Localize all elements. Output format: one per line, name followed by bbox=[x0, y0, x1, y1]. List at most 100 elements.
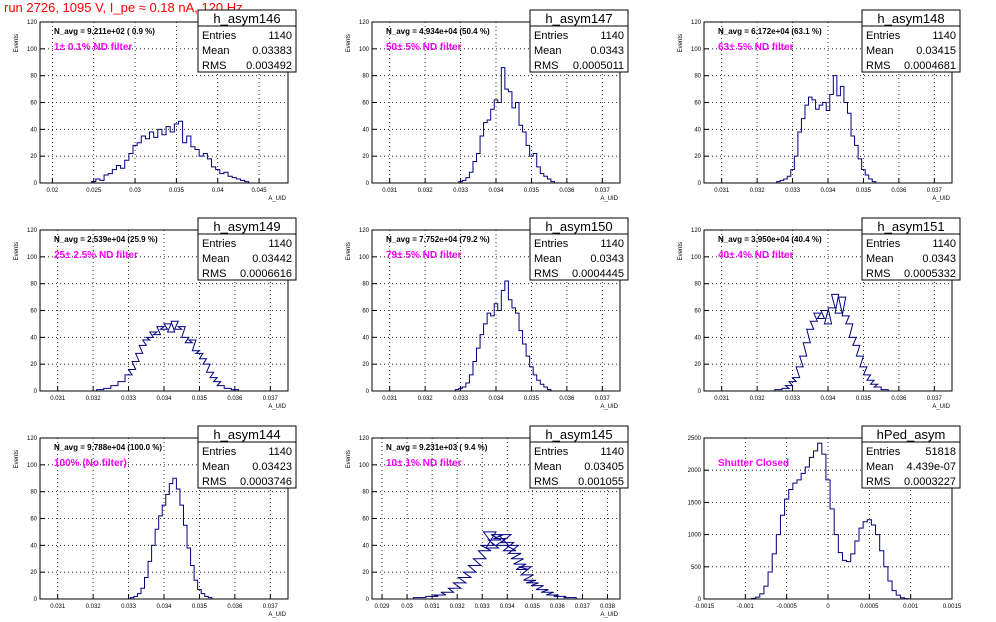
y-tick-label: 100 bbox=[27, 463, 38, 469]
x-tick-label: 0.032 bbox=[86, 396, 102, 402]
x-tick-label: 0.032 bbox=[418, 396, 434, 402]
x-tick-label: 0.035 bbox=[524, 396, 540, 402]
plot-frame bbox=[703, 437, 953, 600]
histogram-series-hPed_asym bbox=[751, 442, 910, 600]
filter-label: Shutter Closed bbox=[718, 458, 789, 469]
x-tick-label: 0.038 bbox=[600, 604, 616, 610]
stat-value: 0.0003227 bbox=[904, 476, 956, 488]
stat-value: 0.03442 bbox=[252, 253, 292, 265]
stat-label: RMS bbox=[866, 476, 890, 488]
histogram-panel-h_asym151: 0.031 0.032 0.033 0.034 0.035 0.036 0.037 0 20 40… bbox=[678, 217, 961, 410]
histogram-name: h_asym144 bbox=[213, 427, 280, 442]
stat-label: RMS bbox=[202, 476, 226, 488]
stat-value: 1140 bbox=[600, 446, 624, 458]
histogram-panel-h_asym147: 0.031 0.032 0.033 0.034 0.035 0.036 0.037 0 20 40… bbox=[346, 9, 629, 202]
filter-label: 79± 5% ND filter bbox=[386, 250, 462, 261]
x-tick-label: 0.031 bbox=[425, 604, 441, 610]
stat-value: 0.03423 bbox=[252, 461, 292, 473]
y-tick-label: 120 bbox=[359, 228, 370, 234]
x-tick-label: 0.035 bbox=[169, 188, 185, 194]
x-tick-label: 0.031 bbox=[382, 188, 398, 194]
y-tick-label: 100 bbox=[691, 47, 702, 53]
histogram-panel-h_asym144: 0.031 0.032 0.033 0.034 0.035 0.036 0.037 0 20 40… bbox=[14, 425, 297, 618]
stat-label: Entries bbox=[202, 30, 237, 42]
histogram-series-h_asym148 bbox=[776, 75, 877, 183]
stat-label: Mean bbox=[534, 253, 562, 265]
x-tick-label: 0.035 bbox=[192, 396, 208, 402]
stat-value: 0.0005332 bbox=[904, 268, 956, 280]
y-tick-label: 40 bbox=[362, 127, 369, 133]
y-tick-label: 40 bbox=[694, 127, 701, 133]
stat-value: 0.0004445 bbox=[572, 268, 624, 280]
y-axis-label: Events bbox=[678, 34, 684, 52]
y-tick-label: 100 bbox=[359, 47, 370, 53]
y-tick-label: 60 bbox=[362, 309, 369, 315]
x-axis-label: A_UID bbox=[932, 404, 950, 410]
x-tick-label: 0.032 bbox=[450, 604, 466, 610]
y-tick-label: 40 bbox=[694, 335, 701, 341]
histogram-panel-h_asym145: 0.029 0.03 0.031 0.032 0.033 0.034 0.035 0.036 0… bbox=[346, 425, 629, 618]
y-tick-label: 80 bbox=[694, 282, 701, 288]
y-axis-label: Events bbox=[14, 34, 20, 52]
x-axis-label: A_UID bbox=[268, 196, 286, 202]
plot-frame bbox=[371, 21, 621, 184]
stat-label: RMS bbox=[534, 476, 558, 488]
x-tick-label: 0.04 bbox=[212, 188, 224, 194]
y-tick-label: 20 bbox=[694, 362, 701, 368]
stat-value: 4.439e-07 bbox=[906, 461, 956, 473]
y-tick-label: 20 bbox=[362, 362, 369, 368]
y-axis-label: Events bbox=[14, 242, 20, 260]
y-tick-label: 20 bbox=[362, 154, 369, 160]
x-tick-label: 0.035 bbox=[192, 604, 208, 610]
y-tick-label: 120 bbox=[27, 436, 38, 442]
x-tick-label: 0.033 bbox=[453, 188, 469, 194]
navg-text: N_avg = 9.788e+04 (100.0 %) bbox=[54, 443, 162, 452]
stat-label: Mean bbox=[866, 253, 894, 265]
y-tick-label: 120 bbox=[359, 20, 370, 26]
x-tick-label: 0.031 bbox=[714, 188, 730, 194]
stats-box bbox=[861, 9, 961, 73]
stats-box bbox=[529, 425, 629, 489]
y-tick-label: 20 bbox=[694, 154, 701, 160]
x-tick-label: 0.036 bbox=[227, 396, 243, 402]
stat-value: 0.003492 bbox=[246, 60, 292, 72]
y-tick-label: 500 bbox=[691, 565, 702, 571]
navg-text: N_avg = 4.934e+04 (50.4 %) bbox=[386, 27, 490, 36]
stat-label: Entries bbox=[202, 446, 237, 458]
x-tick-label: 0.032 bbox=[86, 604, 102, 610]
x-tick-label: 0.035 bbox=[856, 396, 872, 402]
x-tick-label: 0.033 bbox=[453, 396, 469, 402]
stats-box bbox=[529, 217, 629, 281]
histogram-name: h_asym151 bbox=[877, 219, 944, 234]
stat-value: 1140 bbox=[268, 30, 292, 42]
stat-label: Entries bbox=[534, 238, 569, 250]
y-tick-label: 80 bbox=[694, 74, 701, 80]
histogram-name: h_asym149 bbox=[213, 219, 280, 234]
y-tick-label: 100 bbox=[359, 255, 370, 261]
y-tick-label: 2500 bbox=[688, 436, 702, 442]
stat-label: Mean bbox=[866, 461, 894, 473]
stats-box bbox=[197, 9, 297, 73]
y-tick-label: 100 bbox=[691, 255, 702, 261]
y-tick-label: 60 bbox=[30, 309, 37, 315]
stat-value: 0.0003746 bbox=[240, 476, 292, 488]
y-tick-label: 20 bbox=[30, 570, 37, 576]
stat-label: Mean bbox=[534, 461, 562, 473]
histogram-name: h_asym150 bbox=[545, 219, 612, 234]
histogram-series-h_asym151 bbox=[774, 293, 889, 391]
y-axis-label: Events bbox=[346, 450, 352, 468]
stat-label: Entries bbox=[202, 238, 237, 250]
navg-text: N_avg = 9.231e+03 ( 9.4 %) bbox=[386, 443, 488, 452]
filter-label: 40± 4% ND filter bbox=[718, 250, 794, 261]
stat-label: RMS bbox=[534, 268, 558, 280]
histogram-name: h_asym146 bbox=[213, 11, 280, 26]
x-tick-label: -0.001 bbox=[737, 604, 755, 610]
y-tick-label: 0 bbox=[698, 181, 702, 187]
stat-value: 0.03415 bbox=[916, 45, 956, 57]
filter-label: 1± 0.1% ND filter bbox=[54, 42, 132, 53]
x-tick-label: 0.034 bbox=[156, 396, 172, 402]
x-axis-label: A_UID bbox=[268, 612, 286, 618]
y-tick-label: 2000 bbox=[688, 468, 702, 474]
stat-value: 1140 bbox=[932, 238, 956, 250]
